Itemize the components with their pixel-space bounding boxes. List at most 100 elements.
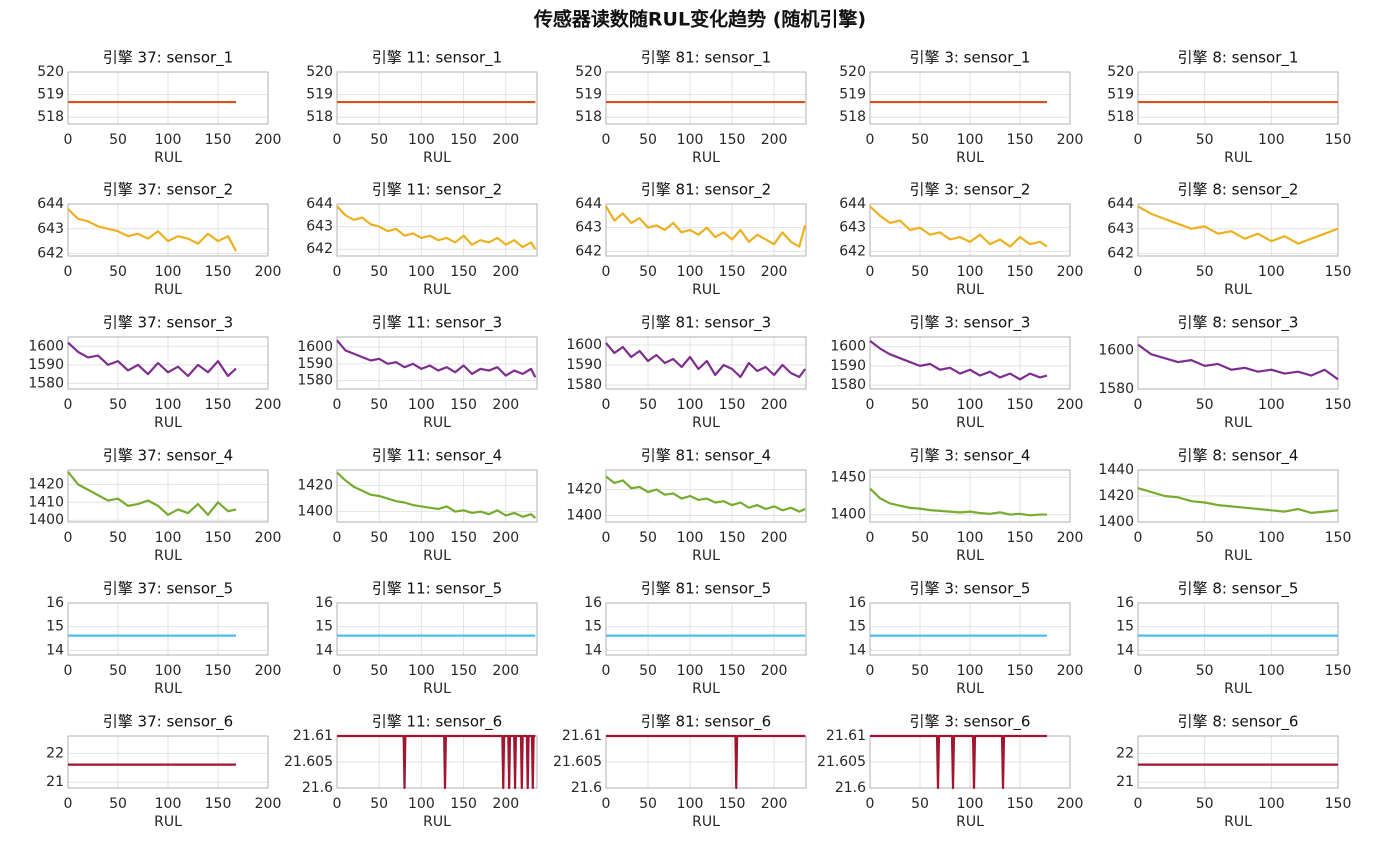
- y-tick-label: 1600: [297, 339, 333, 355]
- chart-title: 引擎 3: sensor_4: [910, 447, 1031, 466]
- main-title: 传感器读数随RUL变化趋势 (随机引擎): [533, 8, 866, 31]
- x-tick-label: 200: [492, 663, 519, 679]
- y-tick-label: 642: [839, 243, 866, 259]
- line: [869, 487, 1047, 517]
- chart-title: 引擎 81: sensor_2: [641, 181, 771, 200]
- x-tick-label: 150: [719, 663, 746, 679]
- y-tick-label: 1420: [1098, 488, 1134, 504]
- x-tick-label: 0: [1134, 264, 1143, 280]
- chart-title: 引擎 8: sensor_4: [1178, 447, 1299, 466]
- chart-title: 引擎 37: sensor_3: [103, 314, 233, 333]
- axes-frame: [67, 71, 269, 125]
- y-tick-label: 644: [37, 196, 64, 212]
- x-tick-label: 200: [255, 264, 282, 280]
- x-tick-label: 200: [1057, 132, 1084, 148]
- x-tick-label: 50: [911, 397, 929, 413]
- x-tick-label: 150: [205, 796, 232, 812]
- line: [605, 205, 807, 248]
- x-tick-label: 50: [911, 264, 929, 280]
- y-tick-label: 1580: [28, 375, 64, 391]
- x-tick-label: 0: [64, 132, 73, 148]
- x-tick-label: 50: [370, 796, 388, 812]
- y-tick-label: 519: [575, 87, 602, 103]
- y-tick-label: 15: [584, 619, 602, 635]
- line: [336, 339, 537, 378]
- y-tick-label: 16: [1116, 595, 1134, 611]
- y-tick-label: 642: [1107, 246, 1134, 262]
- x-tick-label: 50: [911, 530, 929, 546]
- y-tick-label: 14: [1116, 642, 1134, 658]
- y-tick-label: 21.61: [562, 728, 602, 744]
- x-axis-label: RUL: [423, 150, 451, 166]
- y-tick-label: 1400: [28, 512, 64, 528]
- x-tick-label: 0: [1134, 132, 1143, 148]
- x-tick-label: 100: [408, 132, 435, 148]
- axes-frame: [67, 336, 269, 390]
- x-tick-label: 50: [370, 264, 388, 280]
- x-tick-label: 100: [1258, 264, 1285, 280]
- line: [1137, 205, 1339, 245]
- chart-title: 引擎 11: sensor_6: [372, 713, 502, 732]
- y-tick-label: 518: [306, 109, 333, 125]
- x-tick-label: 50: [1196, 796, 1214, 812]
- line: [337, 734, 536, 790]
- axes: [1138, 72, 1338, 124]
- y-tick-label: 1450: [830, 469, 866, 485]
- x-axis-label: RUL: [692, 415, 720, 431]
- axes-frame: [605, 71, 807, 125]
- x-tick-label: 50: [639, 663, 657, 679]
- x-tick-label: 150: [450, 397, 477, 413]
- y-tick-label: 644: [1107, 196, 1134, 212]
- y-tick-label: 1590: [28, 357, 64, 373]
- axes-frame: [67, 469, 269, 523]
- x-tick-label: 100: [677, 132, 704, 148]
- x-tick-label: 200: [761, 663, 788, 679]
- x-tick-label: 100: [957, 663, 984, 679]
- x-tick-label: 100: [1258, 132, 1285, 148]
- x-tick-label: 0: [866, 796, 875, 812]
- x-tick-label: 100: [677, 530, 704, 546]
- x-tick-label: 100: [1258, 530, 1285, 546]
- x-tick-label: 50: [639, 264, 657, 280]
- x-tick-label: 150: [205, 530, 232, 546]
- axes-frame: [869, 71, 1071, 125]
- x-axis-label: RUL: [1224, 150, 1252, 166]
- y-tick-label: 1410: [28, 494, 64, 510]
- axes-frame: [336, 203, 538, 257]
- x-tick-label: 0: [866, 663, 875, 679]
- axes-frame: [1137, 71, 1339, 125]
- x-tick-label: 200: [1057, 530, 1084, 546]
- x-axis-label: RUL: [956, 150, 984, 166]
- x-tick-label: 150: [1325, 663, 1352, 679]
- axes: [1138, 337, 1338, 389]
- axes-frame: [605, 602, 807, 656]
- chart-title: 引擎 3: sensor_1: [910, 49, 1031, 68]
- x-tick-label: 0: [602, 663, 611, 679]
- x-axis-label: RUL: [1224, 415, 1252, 431]
- y-tick-label: 15: [315, 619, 333, 635]
- x-tick-label: 0: [64, 530, 73, 546]
- y-tick-label: 22: [46, 745, 64, 761]
- x-axis-label: RUL: [1224, 681, 1252, 697]
- chart-title: 引擎 11: sensor_2: [372, 181, 502, 200]
- line: [1137, 487, 1339, 514]
- chart-title: 引擎 8: sensor_6: [1178, 713, 1299, 732]
- x-tick-label: 50: [109, 796, 127, 812]
- x-tick-label: 100: [957, 397, 984, 413]
- x-axis-label: RUL: [692, 681, 720, 697]
- y-tick-label: 21.61: [293, 728, 333, 744]
- axes: [337, 337, 537, 389]
- y-tick-label: 520: [306, 64, 333, 80]
- y-tick-label: 1580: [1098, 381, 1134, 397]
- line: [67, 471, 237, 516]
- x-tick-label: 200: [1057, 264, 1084, 280]
- x-tick-label: 0: [602, 530, 611, 546]
- x-tick-label: 150: [1007, 663, 1034, 679]
- x-tick-label: 100: [957, 530, 984, 546]
- x-tick-label: 200: [255, 530, 282, 546]
- y-tick-label: 1590: [566, 357, 602, 373]
- x-tick-label: 150: [1325, 132, 1352, 148]
- x-tick-label: 150: [1007, 132, 1034, 148]
